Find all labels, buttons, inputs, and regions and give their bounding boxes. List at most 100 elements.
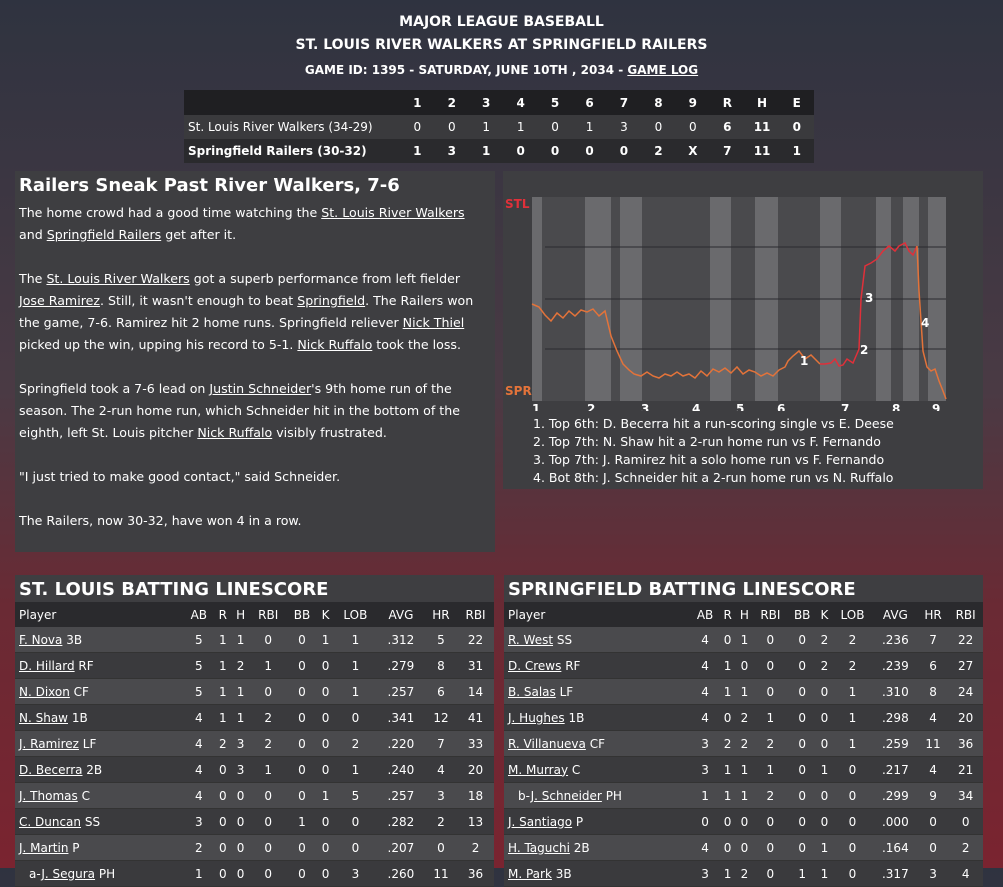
player-link[interactable]: J. Schneider bbox=[530, 788, 602, 803]
batter-row: C. Duncan SS 3 0 0 0 1 0 0.282 2 13 bbox=[15, 808, 494, 835]
stat-cell: 0 bbox=[787, 834, 817, 861]
linescore-col: 3 bbox=[468, 90, 504, 115]
player-link[interactable]: B. Salas bbox=[508, 684, 556, 699]
story-text: Springfield took a 7-6 lead on bbox=[19, 381, 210, 396]
stat-cell: 0 bbox=[317, 860, 334, 887]
game-header: MAJOR LEAGUE BASEBALL ST. LOUIS RIVER WA… bbox=[0, 10, 1003, 84]
stat-cell: 0 bbox=[317, 756, 334, 783]
col-header: BB bbox=[787, 602, 817, 627]
player-link[interactable]: R. West bbox=[508, 632, 554, 647]
stat-cell: .240 bbox=[377, 756, 425, 783]
story-paragraph: Springfield took a 7-6 lead on Justin Sc… bbox=[19, 378, 489, 444]
stat-cell: .257 bbox=[377, 782, 425, 809]
stat-cell: 1 bbox=[249, 756, 287, 783]
stat-cell: 11 bbox=[424, 860, 458, 887]
stat-cell: 1 bbox=[690, 782, 720, 809]
inning-score: 0 bbox=[503, 139, 538, 163]
player-link[interactable]: Jose Ramirez bbox=[19, 293, 100, 308]
player-link[interactable]: J. Ramirez bbox=[19, 736, 79, 751]
stat-cell: 0 bbox=[286, 652, 318, 679]
stat-cell: 24 bbox=[948, 678, 983, 705]
stat-cell: 0 bbox=[832, 860, 873, 887]
stat-cell: 2 bbox=[816, 652, 833, 679]
player-link[interactable]: J. Hughes bbox=[508, 710, 565, 725]
spr-axis-label: SPR bbox=[505, 384, 532, 398]
team-name: Springfield Railers (30-32) bbox=[184, 139, 401, 163]
stl-batting-rows: F. Nova 3B 5 1 1 0 0 1 1.312 5 22 D. Hillard RF 5 1 2… bbox=[15, 627, 494, 887]
inning-score: 1 bbox=[468, 115, 504, 139]
batter-row: N. Shaw 1B 4 1 1 2 0 0 0.341 12 41 bbox=[15, 704, 494, 731]
stat-cell: 0 bbox=[787, 808, 817, 835]
stat-cell: 34 bbox=[948, 782, 983, 809]
player-link[interactable]: C. Duncan bbox=[19, 814, 82, 829]
stat-cell: 0 bbox=[735, 652, 754, 679]
col-header: AB bbox=[183, 602, 215, 627]
player-link[interactable]: N. Shaw bbox=[19, 710, 68, 725]
stat-cell: 4 bbox=[690, 704, 720, 731]
player-link[interactable]: D. Becerra bbox=[19, 762, 83, 777]
player-cell: D. Hillard RF bbox=[15, 652, 184, 679]
game-log-link[interactable]: GAME LOG bbox=[627, 63, 699, 77]
stat-cell: 0 bbox=[787, 782, 817, 809]
player-link[interactable]: F. Nova bbox=[19, 632, 63, 647]
team-link[interactable]: Springfield Railers bbox=[46, 227, 162, 242]
stat-cell: 3 bbox=[690, 860, 720, 887]
stat-cell: 3 bbox=[917, 860, 949, 887]
col-header: K bbox=[816, 602, 833, 627]
team-link[interactable]: St. Louis River Walkers bbox=[46, 271, 190, 286]
player-link[interactable]: M. Park bbox=[508, 866, 552, 881]
stat-cell: 1 bbox=[816, 756, 833, 783]
stat-cell: 1 bbox=[719, 860, 736, 887]
story-paragraph: The St. Louis River Walkers got a superb… bbox=[19, 268, 489, 356]
stat-cell: 4 bbox=[183, 730, 215, 757]
player-link[interactable]: R. Villanueva bbox=[508, 736, 586, 751]
stl-batting-panel: ST. LOUIS BATTING LINESCORE Player AB R … bbox=[15, 575, 494, 887]
linescore-row-stl: St. Louis River Walkers (34-29) 0 0 1 1 … bbox=[184, 115, 814, 139]
player-link[interactable]: H. Taguchi bbox=[508, 840, 570, 855]
stat-cell: 6 bbox=[917, 652, 949, 679]
batter-row: D. Hillard RF 5 1 2 1 0 0 1.279 8 31 bbox=[15, 652, 494, 679]
batter-row: a-J. Segura PH 1 0 0 0 0 0 3.260 11 36 bbox=[15, 860, 494, 887]
player-position: 1B bbox=[564, 710, 585, 725]
player-link[interactable]: J. Santiago bbox=[508, 814, 573, 829]
batter-row: D. Crews RF 4 1 0 0 0 2 2.239 6 27 bbox=[504, 652, 983, 679]
stat-cell: .164 bbox=[872, 834, 918, 861]
stat-cell: 1 bbox=[333, 756, 377, 783]
stat-cell: 9 bbox=[917, 782, 949, 809]
inning-score: 2 bbox=[641, 139, 676, 163]
player-link[interactable]: D. Crews bbox=[508, 658, 562, 673]
stat-cell: 3 bbox=[424, 782, 458, 809]
game-info: GAME ID: 1395 - SATURDAY, JUNE 10TH , 20… bbox=[0, 56, 1003, 84]
player-cell: J. Martin P bbox=[15, 834, 184, 861]
stat-cell: 0 bbox=[317, 652, 334, 679]
col-header: RBI bbox=[948, 602, 983, 627]
inning-score: 1 bbox=[572, 115, 607, 139]
player-link[interactable]: M. Murray bbox=[508, 762, 569, 777]
story-paragraph: The Railers, now 30-32, have won 4 in a … bbox=[19, 513, 302, 528]
player-link[interactable]: Nick Ruffalo bbox=[197, 425, 273, 440]
batter-row: M. Murray C 3 1 1 1 0 1 0.217 4 21 bbox=[504, 756, 983, 783]
player-link[interactable]: Justin Schneider bbox=[209, 381, 312, 396]
story-text: took the loss. bbox=[372, 337, 461, 352]
player-link[interactable]: Nick Thiel bbox=[402, 315, 465, 330]
player-position: 2B bbox=[569, 840, 590, 855]
stat-cell: 5 bbox=[333, 782, 377, 809]
player-link[interactable]: Nick Ruffalo bbox=[297, 337, 373, 352]
player-link[interactable]: J. Segura bbox=[41, 866, 96, 881]
player-link[interactable]: N. Dixon bbox=[19, 684, 70, 699]
team-link[interactable]: St. Louis River Walkers bbox=[321, 205, 465, 220]
team-link[interactable]: Springfield bbox=[297, 293, 366, 308]
errors-total: 1 bbox=[779, 139, 814, 163]
player-cell: N. Dixon CF bbox=[15, 678, 184, 705]
stat-cell: 0 bbox=[286, 678, 318, 705]
stat-cell: 0 bbox=[317, 678, 334, 705]
player-position: PH bbox=[601, 788, 622, 803]
player-link[interactable]: J. Martin bbox=[19, 840, 69, 855]
stat-cell: 8 bbox=[917, 678, 949, 705]
player-link[interactable]: D. Hillard bbox=[19, 658, 75, 673]
stat-cell: 5 bbox=[183, 678, 215, 705]
stat-cell: 20 bbox=[948, 704, 983, 731]
player-link[interactable]: J. Thomas bbox=[19, 788, 78, 803]
stat-cell: 2 bbox=[424, 808, 458, 835]
stat-cell: 0 bbox=[231, 782, 250, 809]
